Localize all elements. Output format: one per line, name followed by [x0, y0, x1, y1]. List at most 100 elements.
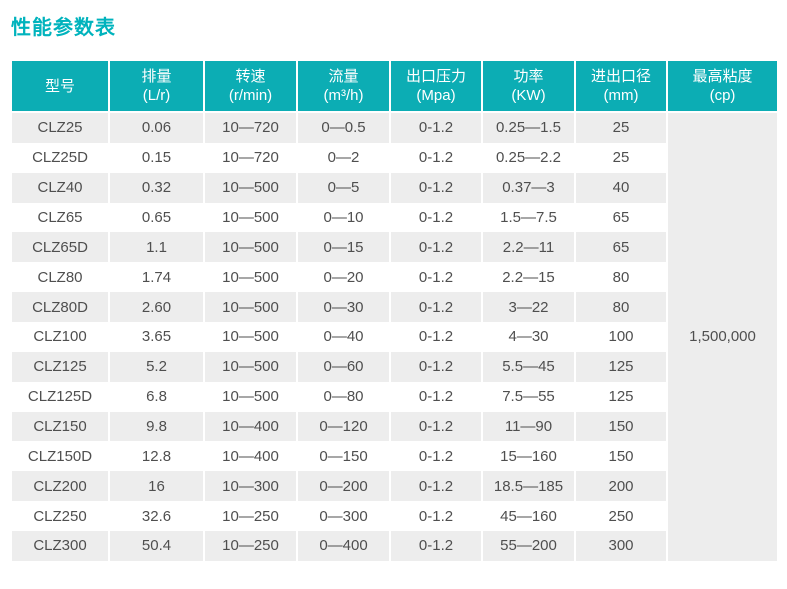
cell: 4—30 [483, 322, 576, 352]
cell: 10—500 [205, 232, 298, 263]
table-row: CLZ150D 12.8 10—400 0—150 0-1.2 15—160 150 [12, 441, 777, 472]
cell: 0—2 [298, 142, 391, 173]
cell: 0—40 [298, 322, 391, 352]
cell: 0-1.2 [391, 172, 483, 203]
cell: 12.8 [110, 441, 205, 472]
table-row: CLZ300 50.4 10—250 0—400 0-1.2 55—200 300 [12, 531, 777, 561]
cell: 10—250 [205, 501, 298, 532]
header-cell-0: 型号 [12, 61, 110, 113]
cell: 125 [576, 381, 668, 412]
cell: 10—720 [205, 142, 298, 173]
cell-max-viscosity: 1,500,000 [668, 113, 777, 561]
cell: 0-1.2 [391, 411, 483, 442]
cell: 0.37—3 [483, 172, 576, 203]
cell-model: CLZ25D [12, 142, 110, 173]
table-row: CLZ125 5.2 10—500 0—60 0-1.2 5.5—45 125 [12, 351, 777, 382]
cell: 0-1.2 [391, 471, 483, 502]
table-row: CLZ200 16 10—300 0—200 0-1.2 18.5—185 200 [12, 471, 777, 502]
cell: 10—400 [205, 411, 298, 442]
header-cell-3: 流量 (m³/h) [298, 61, 391, 113]
cell: 10—400 [205, 441, 298, 472]
cell: 1.5—7.5 [483, 202, 576, 233]
table-row: CLZ250 32.6 10—250 0—300 0-1.2 45—160 250 [12, 501, 777, 532]
cell: 125 [576, 351, 668, 382]
cell-model: CLZ40 [12, 172, 110, 203]
cell: 0.15 [110, 142, 205, 173]
cell: 45—160 [483, 501, 576, 532]
cell: 0—15 [298, 232, 391, 263]
cell-model: CLZ25 [12, 113, 110, 143]
table-row: CLZ125D 6.8 10—500 0—80 0-1.2 7.5—55 125 [12, 381, 777, 412]
cell: 0-1.2 [391, 202, 483, 233]
cell-model: CLZ65D [12, 232, 110, 263]
cell: 150 [576, 411, 668, 442]
cell: 65 [576, 232, 668, 263]
cell: 0—20 [298, 262, 391, 293]
cell: 0-1.2 [391, 322, 483, 352]
cell: 80 [576, 262, 668, 293]
table-row: CLZ100 3.65 10—500 0—40 0-1.2 4—30 100 [12, 322, 777, 352]
cell: 0—0.5 [298, 113, 391, 143]
cell: 0-1.2 [391, 142, 483, 173]
table-row: CLZ25 0.06 10—720 0—0.5 0-1.2 0.25—1.5 25 1,500… [12, 113, 777, 561]
cell: 10—300 [205, 471, 298, 502]
cell: 11—90 [483, 411, 576, 442]
table-row: CLZ40 0.32 10—500 0—5 0-1.2 0.37—3 40 [12, 172, 777, 203]
cell: 10—500 [205, 262, 298, 293]
cell: 5.5—45 [483, 351, 576, 382]
cell: 0-1.2 [391, 262, 483, 293]
cell: 0.32 [110, 172, 205, 203]
cell: 1.1 [110, 232, 205, 263]
cell: 18.5—185 [483, 471, 576, 502]
table-row: CLZ65 0.65 10—500 0—10 0-1.2 1.5—7.5 65 [12, 202, 777, 233]
cell: 0.25—2.2 [483, 142, 576, 173]
cell: 0-1.2 [391, 501, 483, 532]
cell: 10—500 [205, 202, 298, 233]
cell: 0—200 [298, 471, 391, 502]
cell: 200 [576, 471, 668, 502]
cell: 0—5 [298, 172, 391, 203]
cell-model: CLZ125D [12, 381, 110, 412]
cell: 25 [576, 113, 668, 143]
cell: 0-1.2 [391, 381, 483, 412]
cell: 0—10 [298, 202, 391, 233]
cell: 80 [576, 292, 668, 323]
page-title: 性能参数表 [11, 17, 116, 39]
cell: 10—500 [205, 322, 298, 352]
header-cell-5: 功率 (KW) [483, 61, 576, 113]
table-row: CLZ150 9.8 10—400 0—120 0-1.2 11—90 150 [12, 411, 777, 442]
header-cell-1: 排量 (L/r) [110, 61, 205, 113]
cell: 100 [576, 322, 668, 352]
cell: 15—160 [483, 441, 576, 472]
cell: 2.2—15 [483, 262, 576, 293]
cell: 0.06 [110, 113, 205, 143]
table-row: CLZ80D 2.60 10—500 0—30 0-1.2 3—22 80 [12, 292, 777, 323]
cell-model: CLZ100 [12, 322, 110, 352]
cell: 0—400 [298, 531, 391, 561]
cell: 250 [576, 501, 668, 532]
cell: 0-1.2 [391, 232, 483, 263]
cell: 10—250 [205, 531, 298, 561]
cell: 10—500 [205, 381, 298, 412]
cell-model: CLZ125 [12, 351, 110, 382]
cell: 10—720 [205, 113, 298, 143]
cell: 0—80 [298, 381, 391, 412]
cell: 0-1.2 [391, 351, 483, 382]
cell: 2.60 [110, 292, 205, 323]
header-cell-2: 转速 (r/min) [205, 61, 298, 113]
cell-model: CLZ65 [12, 202, 110, 233]
table-row: CLZ65D 1.1 10—500 0—15 0-1.2 2.2—11 65 [12, 232, 777, 263]
cell: 10—500 [205, 172, 298, 203]
table-row: CLZ25D 0.15 10—720 0—2 0-1.2 0.25—2.2 25 [12, 142, 777, 173]
cell-model: CLZ150D [12, 441, 110, 472]
header-cell-4: 出口压力 (Mpa) [391, 61, 483, 113]
cell: 0.25—1.5 [483, 113, 576, 143]
cell: 1.74 [110, 262, 205, 293]
table-header-row: 型号 排量 (L/r) 转速 (r/min) 流量 (m³/h) 出口压力 (Mpa) 功率 (KW… [12, 61, 777, 113]
cell: 10—500 [205, 351, 298, 382]
cell: 0-1.2 [391, 531, 483, 561]
cell: 55—200 [483, 531, 576, 561]
cell: 16 [110, 471, 205, 502]
cell-model: CLZ300 [12, 531, 110, 561]
header-cell-6: 进出口径 (mm) [576, 61, 668, 113]
